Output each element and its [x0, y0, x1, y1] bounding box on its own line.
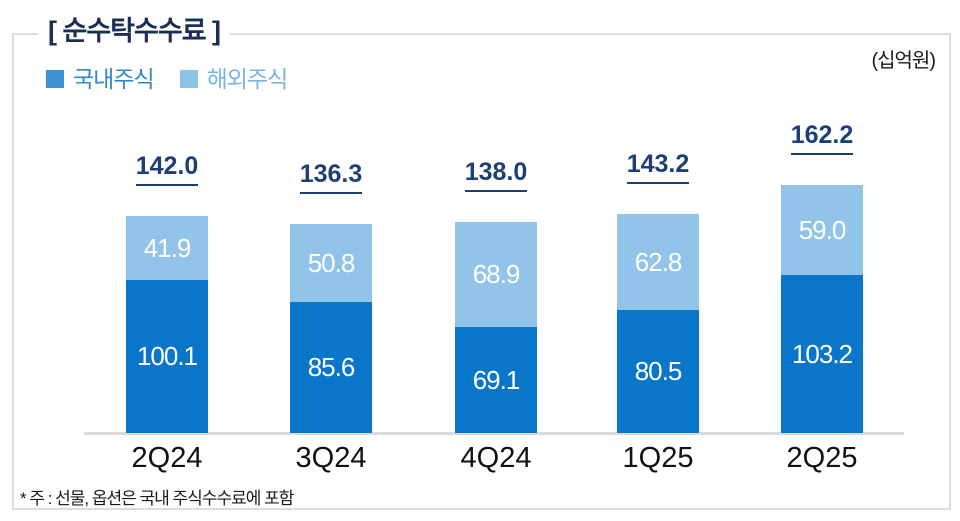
bar-segment-overseas: 59.0	[781, 185, 863, 275]
unit-label: (십억원)	[871, 50, 936, 72]
x-axis-label: 2Q25	[786, 442, 858, 474]
bar-value-label-overseas: 62.8	[634, 246, 683, 277]
x-axis-label: 2Q24	[131, 442, 203, 474]
bar-segment-overseas: 41.9	[126, 216, 208, 280]
bar-value-label-domestic: 69.1	[472, 364, 521, 395]
legend: 국내주식 해외주식	[46, 66, 289, 92]
footnote: * 주 : 선물, 옵션은 국내 주식수수료에 포함	[20, 489, 294, 508]
bar-segment-domestic: 85.6	[290, 302, 372, 433]
total-label: 136.3	[271, 160, 391, 194]
chart-title: [ 순수탁수수료 ]	[38, 12, 231, 50]
bar-value-label-overseas: 68.9	[472, 259, 521, 289]
x-axis-label: 3Q24	[295, 442, 367, 474]
bar-segment-domestic: 80.5	[617, 310, 699, 433]
x-axis-line	[84, 432, 904, 435]
x-axis-label: 4Q24	[460, 442, 532, 474]
bar-value-label-domestic: 80.5	[634, 356, 683, 386]
bar-value-label-domestic: 85.6	[307, 352, 356, 382]
total-label: 138.0	[436, 158, 556, 192]
legend-label-domestic: 국내주식	[73, 66, 155, 92]
bar-value-label-overseas: 59.0	[798, 214, 847, 245]
legend-item-domestic: 국내주식	[46, 66, 155, 92]
bar-value-label-overseas: 41.9	[143, 232, 192, 263]
bar-segment-domestic: 100.1	[126, 280, 208, 433]
bar-value-label-domestic: 103.2	[791, 338, 853, 369]
legend-label-overseas: 해외주식	[206, 66, 289, 92]
total-label: 162.2	[762, 121, 882, 155]
total-label: 142.0	[107, 152, 227, 186]
overseas-legend-swatch-icon	[179, 70, 198, 88]
bar-value-label-domestic: 100.1	[136, 341, 198, 371]
bar-segment-domestic: 69.1	[455, 327, 537, 433]
bar-segment-overseas: 68.9	[455, 222, 537, 327]
bar-segment-overseas: 50.8	[290, 224, 372, 302]
bar-value-label-overseas: 50.8	[307, 247, 356, 278]
bar-segment-overseas: 62.8	[617, 214, 699, 310]
domestic-legend-swatch-icon	[46, 70, 64, 88]
bar-segment-domestic: 103.2	[781, 275, 863, 433]
total-label: 143.2	[598, 150, 718, 184]
x-axis-label: 1Q25	[622, 442, 694, 474]
legend-item-overseas: 해외주식	[179, 66, 289, 92]
